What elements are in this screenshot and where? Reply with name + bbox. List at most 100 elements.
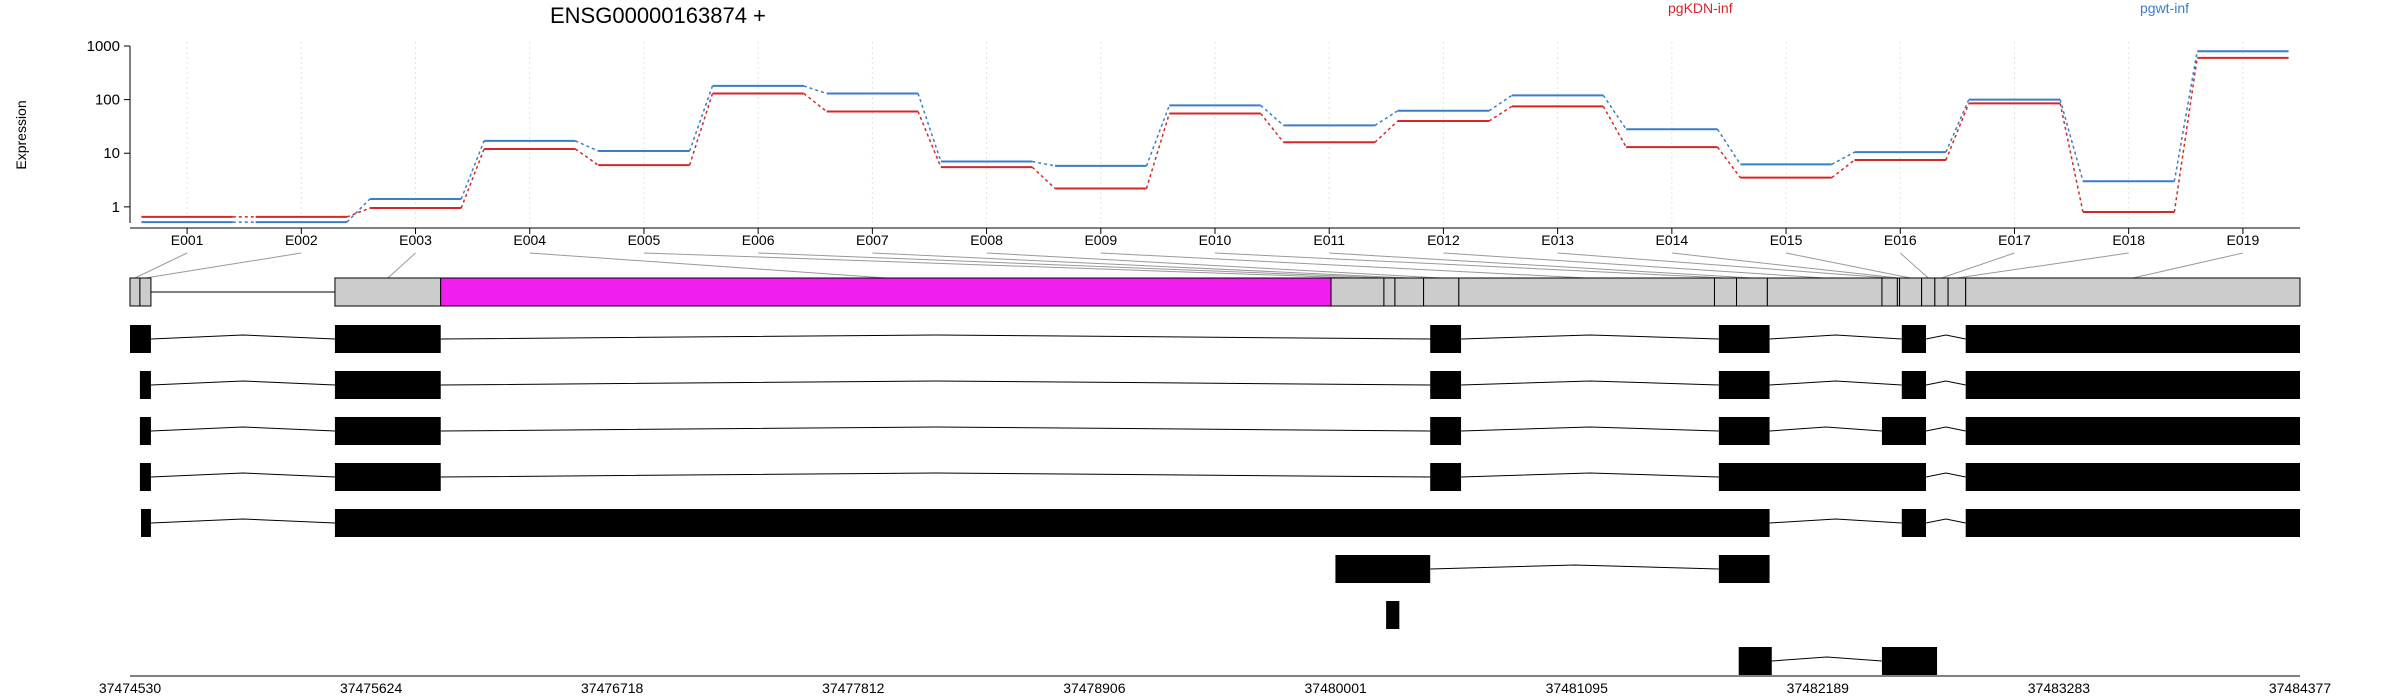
x-tick-label: E009 (1084, 232, 1117, 248)
transcript-exon (1335, 555, 1431, 583)
x-tick-label: E019 (2227, 232, 2260, 248)
transcript-intron (1769, 380, 1902, 386)
transcript-exon (139, 463, 151, 491)
exon-connector (986, 252, 1442, 279)
transcript-models (130, 325, 2300, 675)
exon-axis: E001 E002 E003 E004 E005 E006 E007 E008 E009 E010… (130, 227, 2300, 248)
y-tick-label: 10 (103, 145, 120, 162)
transcript-intron (1925, 334, 1966, 340)
transcript-intron (1925, 426, 1966, 432)
series-connector (1602, 94, 1627, 130)
exon-block-E003 (334, 277, 442, 307)
series-connector (1716, 128, 1741, 165)
transcript-intron (1461, 472, 1719, 478)
x-tick-label: E008 (970, 232, 1003, 248)
exon-connector (529, 252, 886, 279)
transcript-row (139, 463, 2300, 491)
series-connector (1602, 105, 1627, 148)
coord-tick-label: 37484377 (2269, 680, 2332, 696)
exon-block-E007 (1394, 277, 1425, 307)
series-connector (574, 148, 599, 166)
series-connector (1145, 105, 1171, 167)
transcript-exon (1718, 555, 1770, 583)
exon-connector (1785, 252, 1911, 279)
series-connector (803, 92, 828, 113)
series-connector (1945, 99, 1970, 153)
transcript-intron (440, 334, 1431, 340)
x-tick-label: E002 (285, 232, 318, 248)
coord-tick-label: 37477812 (822, 680, 885, 696)
exon-block-E012 (1766, 277, 1883, 307)
exon-connector (1214, 252, 1726, 279)
transcript-exon (1965, 509, 2300, 537)
transcript-exon (1718, 371, 1770, 399)
transcript-intron (440, 472, 1431, 478)
exon-block-E008 (1423, 277, 1460, 307)
transcript-row (130, 325, 2300, 353)
x-tick-label: E005 (628, 232, 661, 248)
transcript-exon (334, 325, 441, 353)
series-connector (1488, 105, 1513, 122)
exon-connector (872, 252, 1410, 279)
transcript-exon (1718, 325, 1770, 353)
exon-block-E019 (1965, 277, 2301, 307)
exon-connector (2132, 252, 2244, 279)
transcript-intron (1461, 334, 1719, 340)
transcript-intron (150, 518, 335, 524)
x-tick-label: E016 (1884, 232, 1917, 248)
exon-block-E010 (1713, 277, 1738, 307)
series-connector (803, 85, 827, 95)
coord-tick-label: 37478906 (1063, 680, 1126, 696)
legend: pgKDN-inf pgwt-inf (1668, 0, 2189, 16)
exon-connector (1941, 252, 2015, 279)
series-connector (688, 93, 714, 166)
series-connector (460, 140, 485, 200)
exon-connector (1100, 252, 1587, 279)
exon-block-E009 (1458, 277, 1715, 307)
series-connector (917, 93, 942, 162)
transcript-exon (139, 371, 151, 399)
transcript-exon (334, 371, 441, 399)
series-connector (2059, 103, 2084, 213)
transcript-intron (1925, 518, 1966, 524)
series-connector (460, 148, 485, 209)
exon-block-E004 (440, 277, 1332, 307)
transcript-exon (1901, 371, 1927, 399)
series-connector (1031, 166, 1056, 190)
x-tick-label: E017 (1998, 232, 2031, 248)
x-tick-label: E014 (1655, 232, 1688, 248)
transcript-exon (1965, 325, 2300, 353)
transcript-exon (1718, 417, 1770, 445)
x-tick-label: E010 (1199, 232, 1232, 248)
coord-tick-label: 37482189 (1787, 680, 1850, 696)
transcript-row (1738, 647, 1938, 675)
transcript-intron (1430, 564, 1719, 570)
exon-connector (1956, 252, 2129, 279)
series-connector (2059, 99, 2084, 182)
series-connector (1374, 120, 1399, 143)
exon-connector (1899, 252, 1929, 279)
series-connector (1945, 103, 1970, 161)
series-pgwt-inf (141, 50, 2289, 224)
transcript-intron (440, 426, 1431, 432)
transcript-intron (150, 472, 335, 478)
exon-block-E013 (1881, 277, 1898, 307)
transcript-intron (1769, 426, 1882, 432)
transcript-intron (440, 380, 1431, 386)
exon-block-E018 (1947, 277, 1967, 307)
exon-connector (1443, 252, 1825, 279)
transcript-exon (1965, 371, 2300, 399)
transcript-exon (1718, 463, 1927, 491)
exon-connector (145, 252, 302, 279)
transcript-exon (1965, 417, 2300, 445)
x-tick-label: E015 (1770, 232, 1803, 248)
exon-block-E017 (1934, 277, 1949, 307)
exon-block-E006 (1383, 277, 1396, 307)
transcript-exon (1881, 647, 1938, 675)
x-tick-label: E018 (2112, 232, 2145, 248)
series-connector (575, 140, 599, 152)
transcript-exon (1901, 325, 1927, 353)
coord-tick-label: 37480001 (1305, 680, 1368, 696)
